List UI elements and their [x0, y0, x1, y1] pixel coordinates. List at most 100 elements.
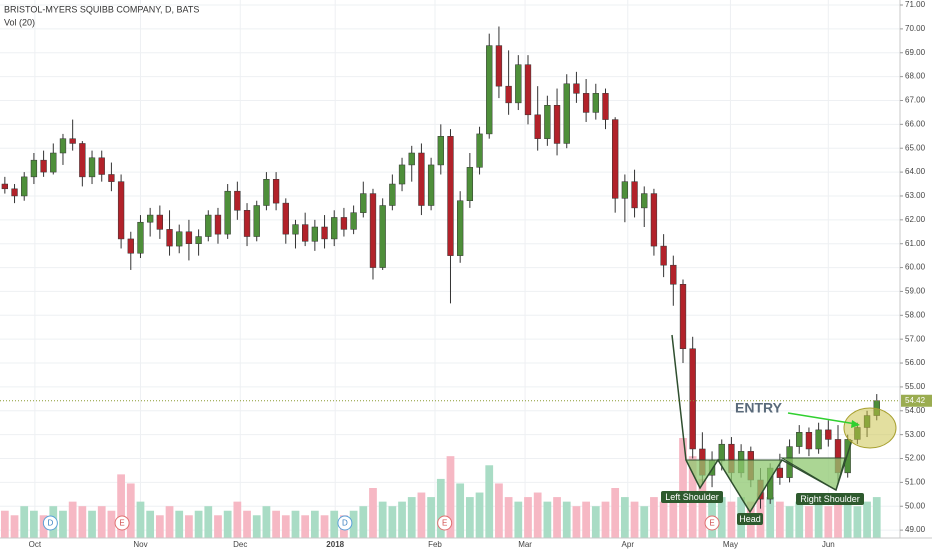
- candle-body: [679, 284, 687, 349]
- volume-bar: [117, 474, 125, 538]
- volume-bar: [863, 501, 871, 538]
- y-tick-label: 59.00: [905, 287, 926, 296]
- candle-body: [263, 179, 270, 206]
- volume-bar: [330, 510, 339, 538]
- volume-bar: [495, 483, 503, 538]
- volume-bar: [214, 515, 222, 538]
- y-tick-label: 64.00: [905, 167, 926, 176]
- candle-body: [21, 176, 28, 197]
- volume-bar: [640, 506, 649, 538]
- candle-body: [321, 226, 328, 240]
- volume-bar: [223, 510, 232, 538]
- x-tick-label: Apr: [622, 540, 635, 549]
- volume-bar: [795, 501, 804, 538]
- pattern: Left Shoulder Head Right Shoulder ENTRY: [661, 334, 897, 525]
- volume-bar: [0, 510, 9, 538]
- volume-bar: [398, 501, 406, 538]
- event-marker: [437, 515, 453, 531]
- candle-body: [292, 224, 299, 235]
- candle-body: [486, 45, 493, 135]
- head-label: Head: [739, 514, 761, 524]
- volume-bar: [88, 510, 96, 538]
- volume-bar: [824, 506, 833, 538]
- volume-bar: [562, 501, 571, 538]
- candle-body: [127, 238, 134, 254]
- y-tick-label: 49.00: [905, 525, 926, 534]
- event-label: D: [342, 519, 348, 528]
- candle-body: [98, 157, 105, 175]
- candle-body: [524, 64, 532, 116]
- candle-body: [476, 133, 483, 168]
- candle-body: [147, 214, 154, 223]
- y-tick-label: 57.00: [905, 334, 926, 343]
- volume-bar: [669, 492, 678, 538]
- candle-body: [253, 205, 260, 237]
- event-label: E: [119, 519, 124, 528]
- volume-bar: [572, 506, 581, 538]
- volume-bar: [291, 510, 300, 538]
- x-tick-label: Oct: [29, 540, 42, 549]
- volume-bar: [650, 497, 658, 538]
- volume-bar: [165, 506, 174, 538]
- volume-bar: [446, 456, 455, 538]
- volume-bar: [272, 510, 280, 538]
- volume-bar: [136, 501, 145, 538]
- x-tick-label: Nov: [133, 540, 147, 549]
- y-tick-label: 65.00: [905, 143, 926, 152]
- volume-bar: [465, 497, 474, 538]
- volume-bar: [233, 501, 242, 538]
- y-tick-label: 63.00: [905, 191, 926, 200]
- volume-bar: [281, 515, 290, 538]
- event-label: D: [47, 519, 53, 528]
- volume-bar: [107, 510, 116, 538]
- candle-body: [612, 119, 619, 199]
- volume-bar: [436, 478, 445, 538]
- candle-body: [815, 429, 822, 450]
- volume-bar: [514, 501, 523, 538]
- volume-bar: [659, 501, 668, 538]
- volume-bar: [146, 510, 155, 538]
- y-tick-label: 62.00: [905, 215, 926, 224]
- x-tick-label: 2018: [326, 540, 344, 549]
- label-box: [661, 491, 723, 503]
- volume-bar: [620, 497, 629, 538]
- y-tick-label: 69.00: [905, 48, 926, 57]
- candle-body: [582, 93, 590, 113]
- arrow-head: [851, 420, 860, 428]
- candle-body: [844, 439, 851, 474]
- candle-body: [369, 193, 377, 268]
- candle-body: [302, 224, 309, 242]
- volume-bar: [611, 488, 620, 538]
- candle-body: [534, 114, 541, 139]
- volume-bar: [204, 506, 213, 538]
- candle-body: [796, 432, 803, 447]
- candle-body: [660, 245, 667, 266]
- event-marker: [114, 515, 130, 531]
- volume-bar: [775, 501, 784, 538]
- candle-body: [650, 193, 658, 247]
- left-shoulder-label: Left Shoulder: [665, 492, 719, 502]
- volume-bar: [369, 488, 377, 538]
- candle-body: [592, 93, 599, 113]
- candle-body: [176, 231, 183, 247]
- y-tick-label: 70.00: [905, 24, 926, 33]
- chart-title: BRISTOL-MYERS SQUIBB COMPANY, D, BATS: [4, 4, 199, 14]
- volume-bar: [630, 501, 639, 538]
- candle-body: [11, 188, 18, 197]
- y-tick-label: 51.00: [905, 477, 926, 486]
- candle-body: [282, 202, 289, 235]
- y-tick-label: 66.00: [905, 119, 926, 128]
- volume-bar: [417, 492, 426, 538]
- entry-label: ENTRY: [735, 400, 783, 416]
- volume-bar: [843, 501, 852, 538]
- candle-body: [447, 136, 454, 256]
- candle-body: [418, 152, 425, 206]
- candle-body: [350, 212, 357, 230]
- volume-bar: [485, 465, 494, 538]
- volume-bar: [698, 478, 707, 538]
- candle-body: [563, 83, 570, 144]
- candle-body: [88, 157, 96, 178]
- candle-body: [631, 181, 638, 209]
- candle-body: [1, 183, 9, 190]
